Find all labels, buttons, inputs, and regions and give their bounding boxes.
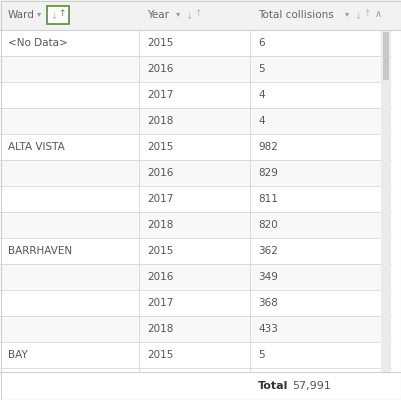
Text: 368: 368	[258, 298, 278, 308]
Bar	[0, 290, 391, 316]
Text: Ward: Ward	[8, 10, 35, 20]
Text: Year: Year	[147, 10, 169, 20]
Bar	[0, 238, 391, 264]
Bar	[0, 316, 391, 342]
Text: 57,991: 57,991	[292, 381, 331, 391]
Text: 2017: 2017	[147, 194, 173, 204]
Text: 2017: 2017	[147, 90, 173, 100]
Text: Total collisions: Total collisions	[258, 10, 334, 20]
Text: 2015: 2015	[147, 246, 173, 256]
Text: 362: 362	[258, 246, 278, 256]
Text: 4: 4	[258, 90, 265, 100]
Bar	[0, 30, 391, 56]
Text: ↑: ↑	[194, 9, 202, 18]
Text: Total: Total	[258, 381, 289, 391]
Text: 349: 349	[258, 272, 278, 282]
Text: 2015: 2015	[147, 350, 173, 360]
Text: 2016: 2016	[147, 272, 173, 282]
Text: 5: 5	[258, 64, 265, 74]
Text: 2016: 2016	[147, 64, 173, 74]
Text: ∧: ∧	[375, 9, 382, 19]
Text: 2017: 2017	[147, 298, 173, 308]
Bar	[0, 372, 401, 400]
Text: ↓: ↓	[185, 12, 192, 21]
Bar	[0, 160, 391, 186]
Bar	[0, 186, 391, 212]
Text: BAY: BAY	[8, 350, 28, 360]
Bar	[0, 0, 401, 30]
Bar	[383, 32, 389, 80]
Bar	[0, 264, 391, 290]
Text: 4: 4	[258, 116, 265, 126]
Text: 6: 6	[258, 38, 265, 48]
Text: 820: 820	[258, 220, 278, 230]
Bar	[0, 56, 391, 82]
Bar	[0, 108, 391, 134]
Text: BARRHAVEN: BARRHAVEN	[8, 246, 72, 256]
Text: 5: 5	[258, 350, 265, 360]
Text: 433: 433	[258, 324, 278, 334]
Text: 2018: 2018	[147, 324, 173, 334]
Bar	[0, 342, 391, 368]
Text: ALTA VISTA: ALTA VISTA	[8, 142, 65, 152]
Text: ▾: ▾	[345, 10, 350, 18]
Bar	[47, 6, 69, 24]
Text: 2015: 2015	[147, 38, 173, 48]
Text: <No Data>: <No Data>	[8, 38, 68, 48]
Text: 2018: 2018	[147, 116, 173, 126]
Text: 811: 811	[258, 194, 278, 204]
Bar	[0, 134, 391, 160]
Text: 829: 829	[258, 168, 278, 178]
Text: 2018: 2018	[147, 220, 173, 230]
Text: ↑: ↑	[363, 9, 371, 18]
Text: ▾: ▾	[176, 10, 180, 18]
Text: 2016: 2016	[147, 168, 173, 178]
Text: ↑: ↑	[58, 9, 66, 18]
Text: ▾: ▾	[37, 10, 41, 18]
Bar	[0, 82, 391, 108]
Text: ↓: ↓	[50, 12, 58, 21]
Text: ↓: ↓	[354, 12, 362, 21]
Text: 982: 982	[258, 142, 278, 152]
Text: 2015: 2015	[147, 142, 173, 152]
Bar	[0, 212, 391, 238]
Bar	[381, 30, 391, 372]
